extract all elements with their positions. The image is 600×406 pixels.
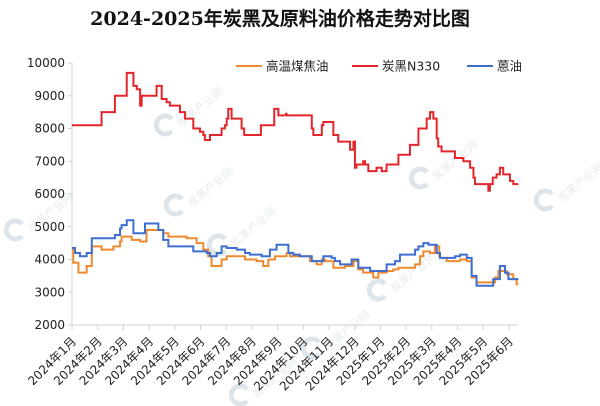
y-tick-label: 10000 xyxy=(27,56,65,70)
watermark-logo-icon xyxy=(408,166,429,190)
watermark-logo-icon xyxy=(163,193,184,217)
legend-label: 高温煤焦油 xyxy=(266,59,329,74)
y-tick-label: 5000 xyxy=(34,220,65,234)
watermark: 炭黑产业网 xyxy=(153,84,226,137)
y-tick-label: 2000 xyxy=(34,318,65,332)
y-tick-label: 8000 xyxy=(34,122,65,136)
series-line-蒽油 xyxy=(72,219,519,287)
y-tick-label: 7000 xyxy=(34,154,65,168)
y-tick-label: 9000 xyxy=(34,89,65,103)
watermark-logo-icon xyxy=(300,336,321,360)
watermark-logo-icon xyxy=(533,188,554,212)
watermark-logo-icon xyxy=(3,218,24,242)
watermark: 炭黑产业网 xyxy=(163,164,236,217)
watermark-text: 炭黑产业网 xyxy=(228,204,279,250)
series-line-炭黑N330 xyxy=(72,71,519,192)
y-tick-label: 6000 xyxy=(34,187,65,201)
watermark-logo-icon xyxy=(206,233,227,257)
axes: 2000300040005000600070008000900010000202… xyxy=(25,56,518,393)
series-lines xyxy=(72,71,519,287)
watermark-text: 炭黑产业网 xyxy=(175,84,226,130)
watermark-logo-icon xyxy=(366,278,387,302)
watermark-text: 炭黑产业网 xyxy=(185,164,236,210)
watermark-logo-icon xyxy=(228,383,249,406)
watermark: 炭黑产业网 xyxy=(206,204,279,257)
watermark: 炭黑产业网 xyxy=(533,159,600,212)
watermark-logo-icon xyxy=(153,113,174,137)
watermark-text: 炭黑产业网 xyxy=(555,159,600,205)
watermark-text: 炭黑产业网 xyxy=(388,249,439,295)
legend-label: 蒽油 xyxy=(497,59,522,74)
watermark: 炭黑产业网 xyxy=(366,249,439,302)
y-tick-label: 3000 xyxy=(34,285,65,299)
y-tick-label: 4000 xyxy=(34,253,65,267)
legend-label: 炭黑N330 xyxy=(382,59,440,74)
chart-title: 2024-2025年炭黑及原料油价格走势对比图 xyxy=(90,8,470,30)
legend: 高温煤焦油 炭黑N330 蒽油 xyxy=(236,59,522,74)
series-line-高温煤焦油 xyxy=(72,229,519,286)
